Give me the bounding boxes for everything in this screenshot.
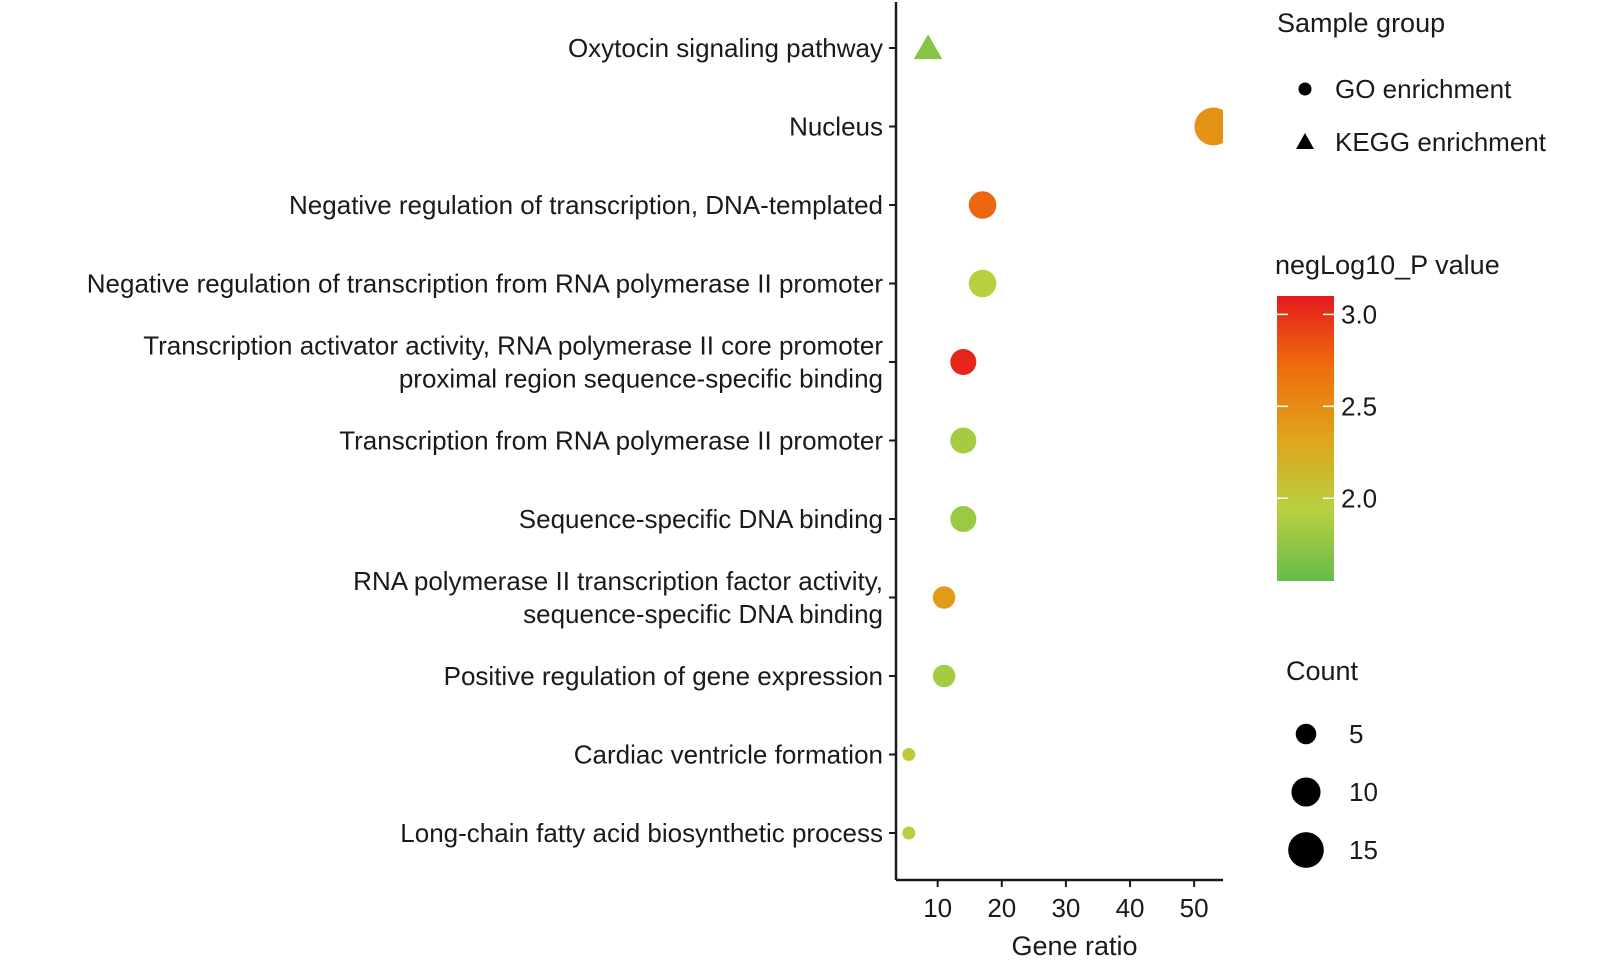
size-legend-key <box>1295 723 1317 745</box>
size-legend-key <box>1288 832 1324 868</box>
plot-points <box>902 34 1223 840</box>
y-category-label: Negative regulation of transcription, DN… <box>289 190 883 220</box>
y-category-label: Nucleus <box>789 112 883 142</box>
x-tick-label: 10 <box>923 893 952 923</box>
y-category-label: sequence-specific DNA binding <box>523 599 883 629</box>
color-legend-title: negLog10_P value <box>1275 250 1500 280</box>
color-tick-label: 2.5 <box>1341 391 1377 421</box>
x-tick-label: 30 <box>1051 893 1080 923</box>
y-category-label: Cardiac ventricle formation <box>574 740 883 770</box>
legend-circle-key <box>1298 82 1312 96</box>
color-scale-bar <box>1277 296 1334 581</box>
x-tick-label: 50 <box>1180 893 1209 923</box>
y-category-label: Transcription from RNA polymerase II pro… <box>339 426 883 456</box>
data-point-circle <box>950 505 977 533</box>
shape-legend-label: GO enrichment <box>1335 74 1512 104</box>
data-point-circle <box>950 348 977 376</box>
y-category-label: Transcription activator activity, RNA po… <box>143 331 883 361</box>
size-legend-label: 10 <box>1349 777 1378 807</box>
x-axis-title: Gene ratio <box>1011 931 1137 961</box>
color-tick-label: 3.0 <box>1341 299 1377 329</box>
x-tick-label: 20 <box>987 893 1016 923</box>
size-legend-label: 15 <box>1349 835 1378 865</box>
y-category-label: proximal region sequence-specific bindin… <box>399 364 883 394</box>
data-point-circle <box>1194 107 1223 146</box>
data-point-circle <box>902 747 916 762</box>
shape-legend-title: Sample group <box>1277 8 1445 38</box>
size-legend-label: 5 <box>1349 719 1363 749</box>
legend-triangle-key <box>1296 133 1314 149</box>
y-category-label: Sequence-specific DNA binding <box>519 504 883 534</box>
data-point-circle <box>968 269 997 298</box>
data-point-triangle <box>913 34 943 60</box>
x-tick-label: 40 <box>1116 893 1145 923</box>
y-category-label: Oxytocin signaling pathway <box>568 33 883 63</box>
y-category-label: Positive regulation of gene expression <box>444 661 883 691</box>
data-point-circle <box>902 826 916 840</box>
y-category-label: RNA polymerase II transcription factor a… <box>353 566 883 596</box>
data-point-circle <box>968 191 997 219</box>
plot-legends: Sample group GO enrichment KEGG enrichment… <box>1275 8 1547 868</box>
data-point-circle <box>932 586 956 609</box>
color-tick-label: 2.0 <box>1341 483 1377 513</box>
size-legend-key <box>1291 777 1321 807</box>
size-legend-title: Count <box>1286 656 1359 686</box>
y-category-label: Long-chain fatty acid biosynthetic proce… <box>400 818 883 848</box>
y-category-label: Negative regulation of transcription fro… <box>87 269 884 299</box>
plot-axes: 10 20 30 40 50 Gene ratio Oxytocin signaling p… <box>87 2 1223 961</box>
data-point-circle <box>950 427 977 454</box>
data-point-circle <box>932 664 956 688</box>
shape-legend-label: KEGG enrichment <box>1335 127 1547 157</box>
